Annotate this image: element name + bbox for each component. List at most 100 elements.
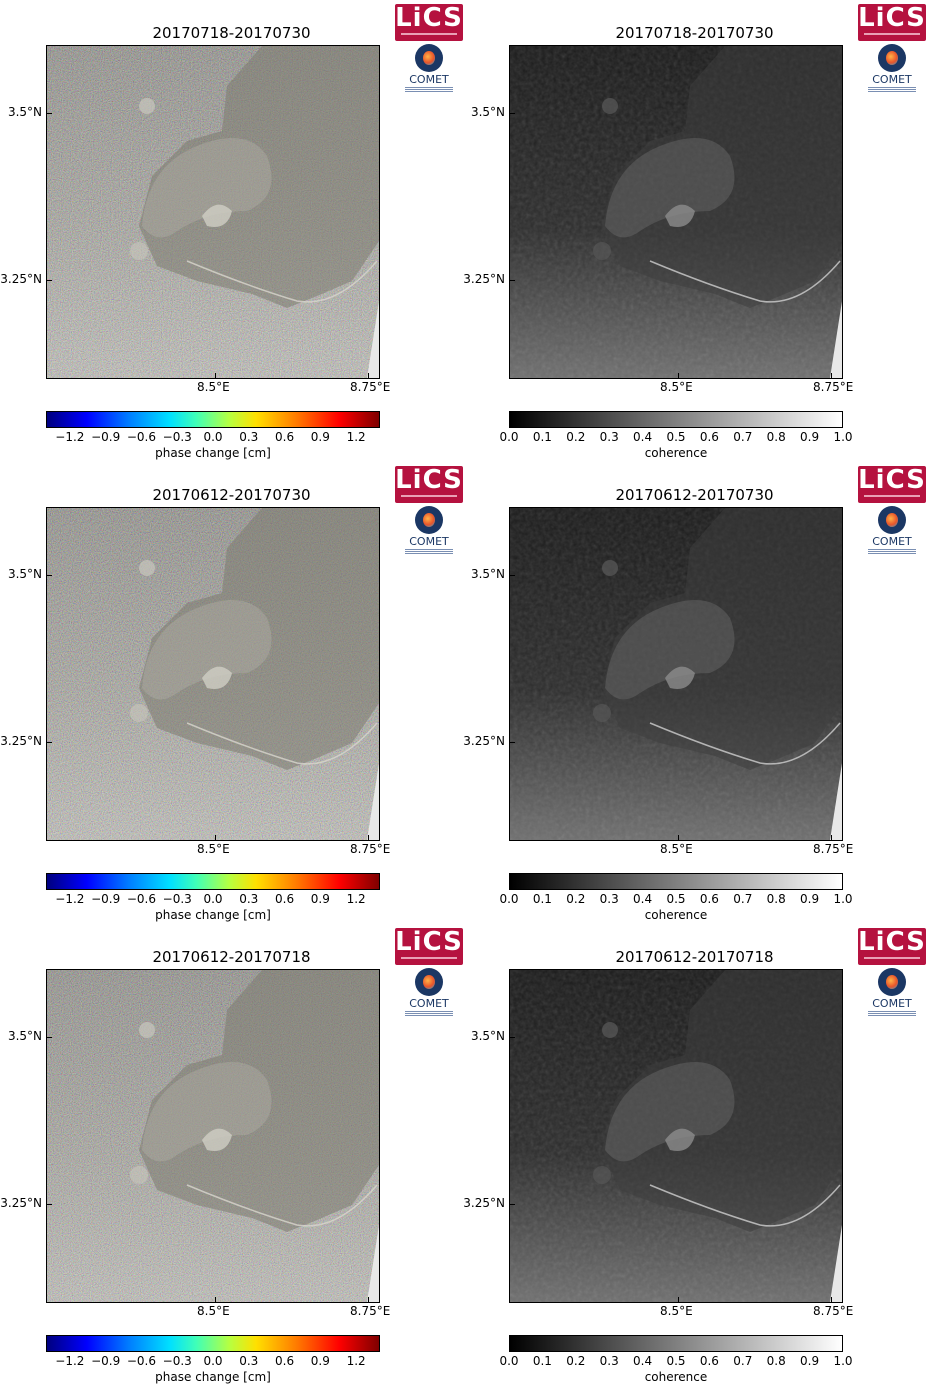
y-tick — [46, 280, 52, 281]
phase-colorbar — [46, 873, 380, 890]
coherence-map-image — [510, 46, 842, 378]
x-tick — [215, 1297, 216, 1303]
y-tick — [509, 1037, 515, 1038]
colorbar-tick-label: 0.3 — [599, 892, 619, 906]
colorbar-tick-label: 1.2 — [346, 430, 366, 444]
colorbar-tick-label: 0.0 — [499, 430, 519, 444]
colorbar-tick-label: −1.2 — [55, 1354, 85, 1368]
coherence-panel-1: 20170718-20170730 3.5°N 3.25°N 8.5°E 8.75°E… — [463, 0, 926, 462]
panel-title: 20170612-20170730 — [152, 486, 311, 504]
phase-colorbar — [46, 411, 380, 428]
phase-colorbar — [46, 1335, 380, 1352]
lics-logo: LiCS — [395, 4, 463, 41]
y-tick — [46, 113, 52, 114]
colorbar-tick-label: 0.0 — [203, 892, 223, 906]
colorbar-tick-label: 0.9 — [310, 892, 330, 906]
colorbar-tick-label: 0.0 — [203, 430, 223, 444]
colorbar-tick-label: −0.9 — [91, 1354, 121, 1368]
comet-logo-subtext — [868, 549, 916, 554]
lics-logo: LiCS — [395, 928, 463, 965]
comet-logo-subtext — [868, 1011, 916, 1016]
x-tick — [368, 1297, 369, 1303]
comet-logo-subtext — [405, 549, 453, 554]
colorbar-tick-label: −0.9 — [91, 430, 121, 444]
y-tick — [509, 1204, 515, 1205]
x-tick-label: 8.5°E — [197, 1304, 230, 1318]
panel-title: 20170718-20170730 — [615, 24, 774, 42]
colorbar-ticks: −1.2 −0.9 −0.6 −0.3 0.0 0.3 0.6 0.9 1.2 — [46, 430, 380, 444]
y-tick — [46, 1037, 52, 1038]
x-tick — [831, 835, 832, 841]
lics-logo-subtext — [401, 33, 457, 35]
y-tick — [509, 113, 515, 114]
comet-logo-text: COMET — [872, 997, 912, 1010]
colorbar-tick-label: 0.7 — [733, 1354, 753, 1368]
x-tick-label: 8.5°E — [197, 842, 230, 856]
colorbar-tick-label: −0.6 — [126, 892, 156, 906]
colorbar-tick-label: 0.4 — [633, 892, 653, 906]
x-tick-label: 8.75°E — [813, 842, 854, 856]
x-tick-label: 8.5°E — [197, 380, 230, 394]
colorbar-ticks: −1.2 −0.9 −0.6 −0.3 0.0 0.3 0.6 0.9 1.2 — [46, 1354, 380, 1368]
comet-logo-text: COMET — [409, 535, 449, 548]
coherence-panel-2: 20170612-20170730 3.5°N 3.25°N 8.5°E 8.75°E… — [463, 462, 926, 924]
coherence-map-image — [510, 970, 842, 1302]
map-plot — [509, 969, 843, 1303]
x-tick — [678, 373, 679, 379]
y-tick-label: 3.5°N — [470, 567, 505, 581]
colorbar-tick-label: 0.2 — [566, 892, 586, 906]
colorbar-label: phase change [cm] — [155, 1370, 271, 1384]
y-tick — [46, 575, 52, 576]
colorbar-tick-label: −1.2 — [55, 430, 85, 444]
lics-logo: LiCS — [858, 466, 926, 503]
colorbar-tick-label: −0.3 — [162, 892, 192, 906]
y-tick — [46, 1204, 52, 1205]
lics-logo-text: LiCS — [395, 3, 463, 33]
colorbar-tick-label: 0.9 — [800, 892, 820, 906]
colorbar-tick-label: 0.9 — [310, 430, 330, 444]
lics-logo: LiCS — [395, 466, 463, 503]
colorbar-tick-label: 0.8 — [766, 1354, 786, 1368]
y-tick-label: 3.5°N — [470, 1029, 505, 1043]
comet-logo-text: COMET — [872, 535, 912, 548]
y-tick — [509, 575, 515, 576]
colorbar-ticks: 0.0 0.1 0.2 0.3 0.4 0.5 0.6 0.7 0.8 0.9 1.0 — [499, 430, 852, 444]
panel-title: 20170612-20170718 — [615, 948, 774, 966]
y-tick-label: 3.25°N — [463, 734, 505, 748]
lics-logo-subtext — [401, 495, 457, 497]
colorbar-tick-label: 0.8 — [766, 892, 786, 906]
comet-emblem-icon — [878, 968, 906, 996]
colorbar-tick-label: 0.2 — [566, 1354, 586, 1368]
colorbar-label: phase change [cm] — [155, 446, 271, 460]
colorbar-tick-label: 0.1 — [532, 1354, 552, 1368]
comet-logo: COMET — [858, 44, 926, 96]
lics-logo-subtext — [864, 33, 920, 35]
colorbar-tick-label: 1.0 — [833, 1354, 853, 1368]
comet-logo-subtext — [868, 87, 916, 92]
colorbar-tick-label: −0.9 — [91, 892, 121, 906]
colorbar-tick-label: 0.1 — [532, 892, 552, 906]
lics-logo-subtext — [401, 957, 457, 959]
comet-logo: COMET — [395, 44, 463, 96]
colorbar-tick-label: 1.2 — [346, 1354, 366, 1368]
x-tick-label: 8.75°E — [350, 1304, 391, 1318]
comet-logo: COMET — [858, 506, 926, 558]
colorbar-tick-label: −0.3 — [162, 430, 192, 444]
phase-panel-2: 20170612-20170730 3.5°N 3.25°N 8.5°E 8.75°E… — [0, 462, 463, 924]
y-tick-label: 3.25°N — [463, 1196, 505, 1210]
comet-logo-text: COMET — [409, 997, 449, 1010]
y-tick — [46, 742, 52, 743]
y-tick — [509, 742, 515, 743]
coherence-panel-3: 20170612-20170718 3.5°N 3.25°N 8.5°E 8.75°E… — [463, 924, 926, 1386]
comet-logo: COMET — [395, 968, 463, 1020]
lics-logo: LiCS — [858, 928, 926, 965]
colorbar-tick-label: 0.1 — [532, 430, 552, 444]
lics-logo-text: LiCS — [395, 465, 463, 495]
colorbar-tick-label: 0.9 — [800, 430, 820, 444]
colorbar-tick-label: 0.3 — [599, 430, 619, 444]
comet-emblem-icon — [415, 44, 443, 72]
colorbar-tick-label: 1.0 — [833, 430, 853, 444]
map-plot — [46, 969, 380, 1303]
y-tick-label: 3.25°N — [0, 272, 42, 286]
colorbar-tick-label: 1.0 — [833, 892, 853, 906]
